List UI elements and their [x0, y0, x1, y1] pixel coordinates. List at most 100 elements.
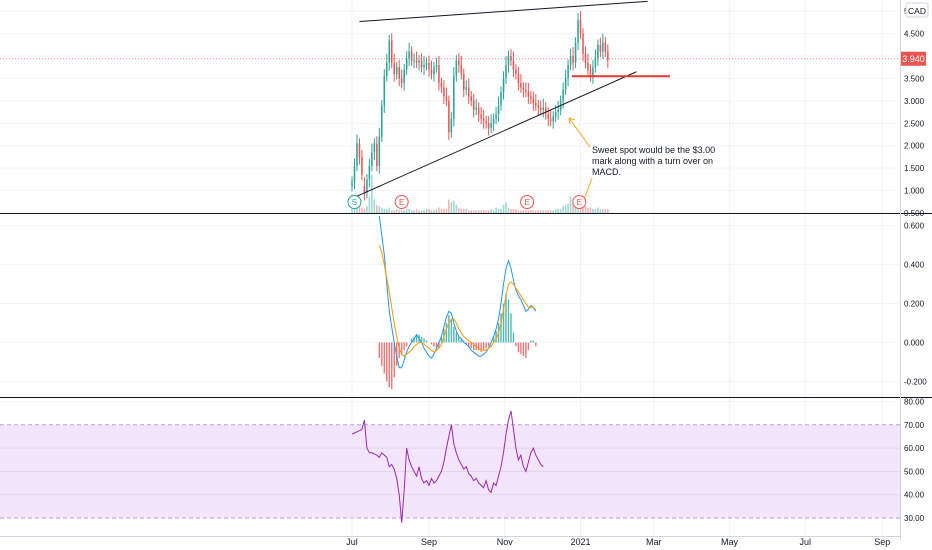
volume-bar [589, 207, 592, 213]
candle-body [400, 78, 403, 83]
macd-histogram-bar [505, 293, 507, 343]
volume-bar [592, 208, 594, 213]
candle-body [492, 118, 495, 124]
currency-badge[interactable]: CAD [905, 2, 929, 18]
volume-bar [450, 202, 453, 213]
macd-histogram-bar [420, 336, 423, 343]
volume-bar [435, 208, 438, 213]
candle-body [567, 65, 569, 79]
candle-body [562, 89, 564, 101]
macd-histogram-bar [463, 340, 465, 343]
candle-body [495, 114, 497, 119]
macd-line [378, 215, 537, 369]
volume-bar [485, 210, 487, 213]
macd-histogram-bar [460, 338, 462, 343]
candle-body [597, 44, 599, 59]
macd-histogram-bar [527, 342, 530, 351]
volume-bar [460, 208, 463, 213]
volume-bar [383, 208, 386, 213]
event-label: E [577, 198, 582, 207]
volume-bar [564, 204, 567, 213]
volume-bar [487, 210, 490, 213]
macd-histogram-bar [448, 315, 450, 343]
candlestick-layer [351, 11, 609, 201]
y-tick-label: 60.00 [904, 444, 925, 453]
macd-histogram-bar [391, 342, 393, 390]
volume-bar [418, 210, 420, 213]
volume-bar [425, 208, 428, 213]
volume-bar [535, 210, 537, 213]
x-tick-label: Jul [346, 537, 358, 547]
volume-bar [465, 208, 468, 213]
candle-body [420, 60, 423, 68]
candle-body [525, 89, 527, 92]
annotation-arrow [568, 117, 591, 148]
volume-bar [599, 208, 602, 213]
volume-bar [537, 210, 540, 213]
volume-bar [542, 210, 545, 213]
y-tick-label: 0.400 [904, 261, 925, 270]
macd-histogram-bar [413, 336, 415, 343]
macd-histogram-bar [388, 342, 390, 388]
candle-body [544, 107, 547, 115]
y-tick-label: 3.000 [904, 97, 925, 106]
volume-bar [376, 204, 378, 213]
candle-body [505, 65, 507, 79]
drawing-layer [0, 0, 900, 201]
y-tick-label: 1.000 [904, 187, 925, 196]
macd-histogram-bar [487, 342, 490, 347]
macd-histogram-bar [473, 342, 475, 351]
volume-bar [492, 210, 495, 213]
volume-bar [480, 210, 482, 213]
y-tick-label: 1.500 [904, 164, 925, 173]
candle-body [378, 136, 381, 166]
volume-bar [530, 210, 532, 213]
candle-body [463, 73, 465, 90]
volume-bar [567, 203, 569, 213]
volume-bar [453, 200, 455, 213]
candle-body [592, 67, 594, 77]
macd-histogram-bar [485, 342, 487, 349]
y-tick-label: 30.00 [904, 514, 925, 523]
volume-bar [584, 206, 587, 213]
macd-histogram-bar [458, 336, 460, 343]
candle-body [564, 78, 567, 90]
macd-histogram-bar [435, 342, 438, 349]
volume-bar [400, 210, 403, 213]
candle-body [361, 156, 363, 175]
volume-bar [587, 207, 589, 213]
candle-body [497, 105, 500, 115]
y-tick-label: 40.00 [904, 491, 925, 500]
candle-body [475, 107, 477, 110]
macd-histogram-bar [430, 342, 433, 345]
volume-bar [428, 208, 430, 213]
candle-body [472, 100, 475, 110]
volume-bar [381, 207, 383, 213]
macd-histogram-bar [415, 334, 418, 343]
candle-body [602, 42, 604, 52]
y-tick-label: 0.000 [904, 338, 925, 347]
volume-bar [562, 206, 564, 213]
candle-body [599, 44, 602, 52]
candle-body [403, 69, 405, 83]
event-label: S [352, 198, 357, 207]
y-tick-label: 0.500 [904, 209, 925, 218]
axis-layer: JulSepNov2021MarMayJulSep5.0004.5004.000… [346, 7, 927, 547]
volume-bar [448, 199, 450, 213]
candle-body [549, 118, 552, 122]
trendline [359, 0, 648, 23]
candle-body [500, 91, 502, 106]
candle-body [582, 33, 584, 54]
volume-bar [554, 208, 557, 213]
volume-bar [373, 199, 376, 213]
candle-body [465, 87, 468, 90]
candle-body [515, 69, 517, 74]
volume-bar [527, 210, 530, 213]
candle-body [358, 143, 361, 157]
last-price-badge: 3.940 [901, 51, 926, 66]
volume-bar [361, 207, 363, 213]
annotation-text: Sweet spot would be the $3.00 mark along… [592, 145, 718, 177]
candle-body [579, 20, 582, 34]
